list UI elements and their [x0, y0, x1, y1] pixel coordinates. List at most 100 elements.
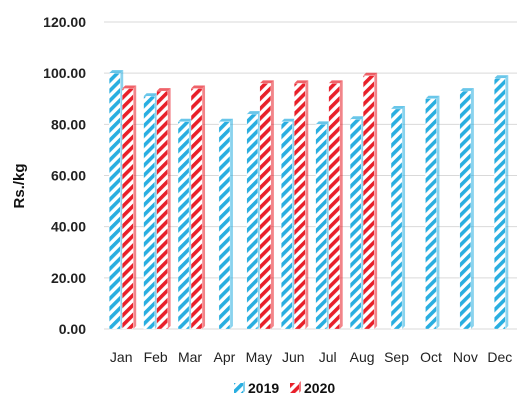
y-tick-label: 20.00 [51, 270, 86, 286]
bar-2020-Feb [156, 88, 171, 330]
bar-top [459, 88, 474, 92]
bar-top [391, 105, 406, 109]
bar-side [305, 80, 309, 330]
x-tick-label: Jul [319, 349, 337, 365]
bar-side [133, 85, 137, 330]
bar-front [281, 121, 293, 330]
bar-2020-Jul [328, 80, 343, 330]
legend-label: 2019 [248, 380, 279, 396]
bar-top [156, 88, 171, 92]
legend-swatch [290, 383, 299, 393]
y-tick-label: 40.00 [51, 219, 86, 235]
bar-2019-Nov [459, 88, 474, 330]
bar-top [494, 75, 509, 79]
bar-front [294, 83, 306, 330]
x-tick-label: May [246, 349, 272, 365]
bar-2019-May [246, 111, 261, 330]
legend-item-2019: 2019 [234, 380, 279, 396]
bar-front [218, 121, 231, 330]
bar-top [281, 118, 296, 122]
y-tick-label: 0.00 [59, 321, 86, 337]
bar-front [156, 90, 168, 330]
bar-front [425, 98, 437, 330]
bar-front [315, 124, 327, 330]
bar-side [470, 88, 474, 329]
bar-top [363, 72, 378, 76]
bar-front [390, 108, 403, 330]
y-tick-label: 100.00 [43, 65, 86, 81]
bar-front [246, 113, 259, 330]
bar-top [122, 85, 137, 89]
bar-side [402, 105, 406, 329]
bar-2020-May [259, 80, 274, 330]
y-axis-title: Rs./kg [11, 163, 28, 208]
bar-side [505, 75, 509, 330]
bar-2019-Mar [177, 118, 193, 330]
bar-top [328, 80, 343, 84]
bar-2019-Apr [218, 118, 233, 330]
bar-side [374, 72, 378, 329]
bar-2020-Mar [190, 85, 206, 330]
bar-2019-Jun [281, 118, 296, 330]
bar-front [177, 121, 190, 330]
bar-2020-Jun [294, 80, 309, 330]
bar-side [339, 80, 343, 330]
x-tick-label: Mar [178, 349, 202, 365]
bar-top [191, 85, 206, 89]
bar-front [494, 78, 506, 330]
bar-top [294, 80, 309, 84]
bar-side [229, 118, 233, 330]
legend-label: 2020 [304, 380, 335, 396]
legend-item-2020: 2020 [290, 380, 335, 396]
bars [109, 70, 509, 330]
x-tick-label: Aug [350, 349, 375, 365]
y-tick-label: 120.00 [43, 14, 86, 30]
bar-front [349, 119, 362, 330]
bar-2019-Jan [109, 70, 124, 330]
bar-front [190, 88, 203, 330]
x-tick-label: Oct [420, 349, 442, 365]
bar-2020-Jan [122, 85, 137, 330]
bar-front [459, 90, 472, 330]
x-tick-label: Dec [487, 349, 512, 365]
bar-top [178, 118, 193, 122]
bar-2019-Sep [390, 105, 406, 330]
y-tick-label: 60.00 [51, 168, 86, 184]
x-tick-label: Feb [144, 349, 168, 365]
x-tick-label: Sep [384, 349, 409, 365]
bar-top [350, 116, 365, 120]
y-tick-label: 80.00 [51, 116, 86, 132]
x-tick-label: Jan [110, 349, 133, 365]
bar-top [425, 95, 440, 99]
x-tick-label: Apr [214, 349, 236, 365]
bar-top [218, 118, 233, 122]
bar-2019-Aug [349, 116, 365, 330]
bar-2019-Jul [315, 121, 330, 330]
bar-front [259, 83, 272, 330]
bar-front [328, 83, 340, 330]
y-axis-ticks: 0.00 20.00 40.00 60.00 80.00 100.00 120.00 [43, 14, 86, 337]
legend: 2019 2020 [234, 380, 335, 396]
gridlines [104, 21, 517, 330]
bar-front [109, 73, 121, 330]
bar-side [436, 95, 440, 329]
bar-top [246, 111, 261, 115]
x-axis-ticks: Jan Feb Mar Apr May Jun Jul Aug Sep Oct Nov Dec [110, 349, 512, 365]
bar-top [315, 121, 330, 125]
legend-swatch-side [243, 381, 245, 393]
bar-side [270, 80, 274, 330]
bar-front [362, 75, 375, 330]
x-tick-label: Nov [453, 349, 478, 365]
bar-top [259, 80, 274, 84]
bar-2019-Oct [425, 95, 440, 330]
bar-front [143, 96, 155, 330]
bar-side [202, 85, 206, 330]
legend-swatch [234, 383, 243, 393]
bar-side [167, 88, 171, 329]
bar-top [109, 70, 124, 74]
legend-swatch-side [299, 381, 301, 393]
bar-top [143, 93, 158, 97]
bar-2020-Aug [362, 72, 378, 330]
